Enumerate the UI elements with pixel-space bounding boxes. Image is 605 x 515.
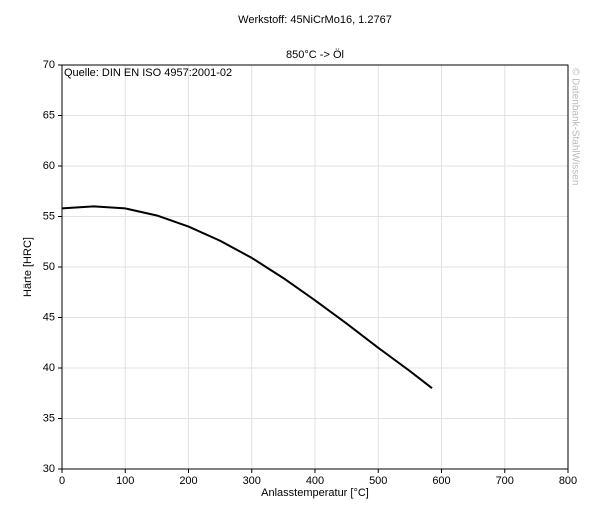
y-tick-label: 35 <box>43 412 55 424</box>
y-tick-label: 40 <box>43 362 55 374</box>
x-tick-label: 100 <box>116 475 134 487</box>
y-tick-label: 55 <box>43 210 55 222</box>
plot-border <box>61 64 569 470</box>
x-tick-label: 800 <box>559 475 577 487</box>
x-tick-label: 0 <box>59 475 65 487</box>
x-tick-label: 300 <box>243 475 261 487</box>
x-tick-label: 600 <box>432 475 450 487</box>
watermark: © Datenbank-StahlWissen <box>569 68 580 185</box>
source-note: Quelle: DIN EN ISO 4957:2001-02 <box>64 67 232 79</box>
y-tick-label: 60 <box>43 160 55 172</box>
x-tick-label: 200 <box>179 475 197 487</box>
chart-subtitle: 850°C -> Öl <box>286 49 344 61</box>
chart-title: Werkstoff: 45NiCrMo16, 1.2767 <box>238 14 392 26</box>
x-tick-label: 400 <box>306 475 324 487</box>
data-line <box>61 205 433 389</box>
y-tick-label: 70 <box>43 59 55 71</box>
x-axis-label: Anlasstemperatur [°C] <box>261 487 369 499</box>
x-tick-label: 700 <box>496 475 514 487</box>
y-tick-label: 45 <box>43 311 55 323</box>
y-tick-label: 65 <box>43 109 55 121</box>
x-tick-label: 500 <box>369 475 387 487</box>
y-tick-label: 50 <box>43 261 55 273</box>
y-axis-label: Härte [HRC] <box>22 237 34 297</box>
y-tick-label: 30 <box>43 463 55 475</box>
